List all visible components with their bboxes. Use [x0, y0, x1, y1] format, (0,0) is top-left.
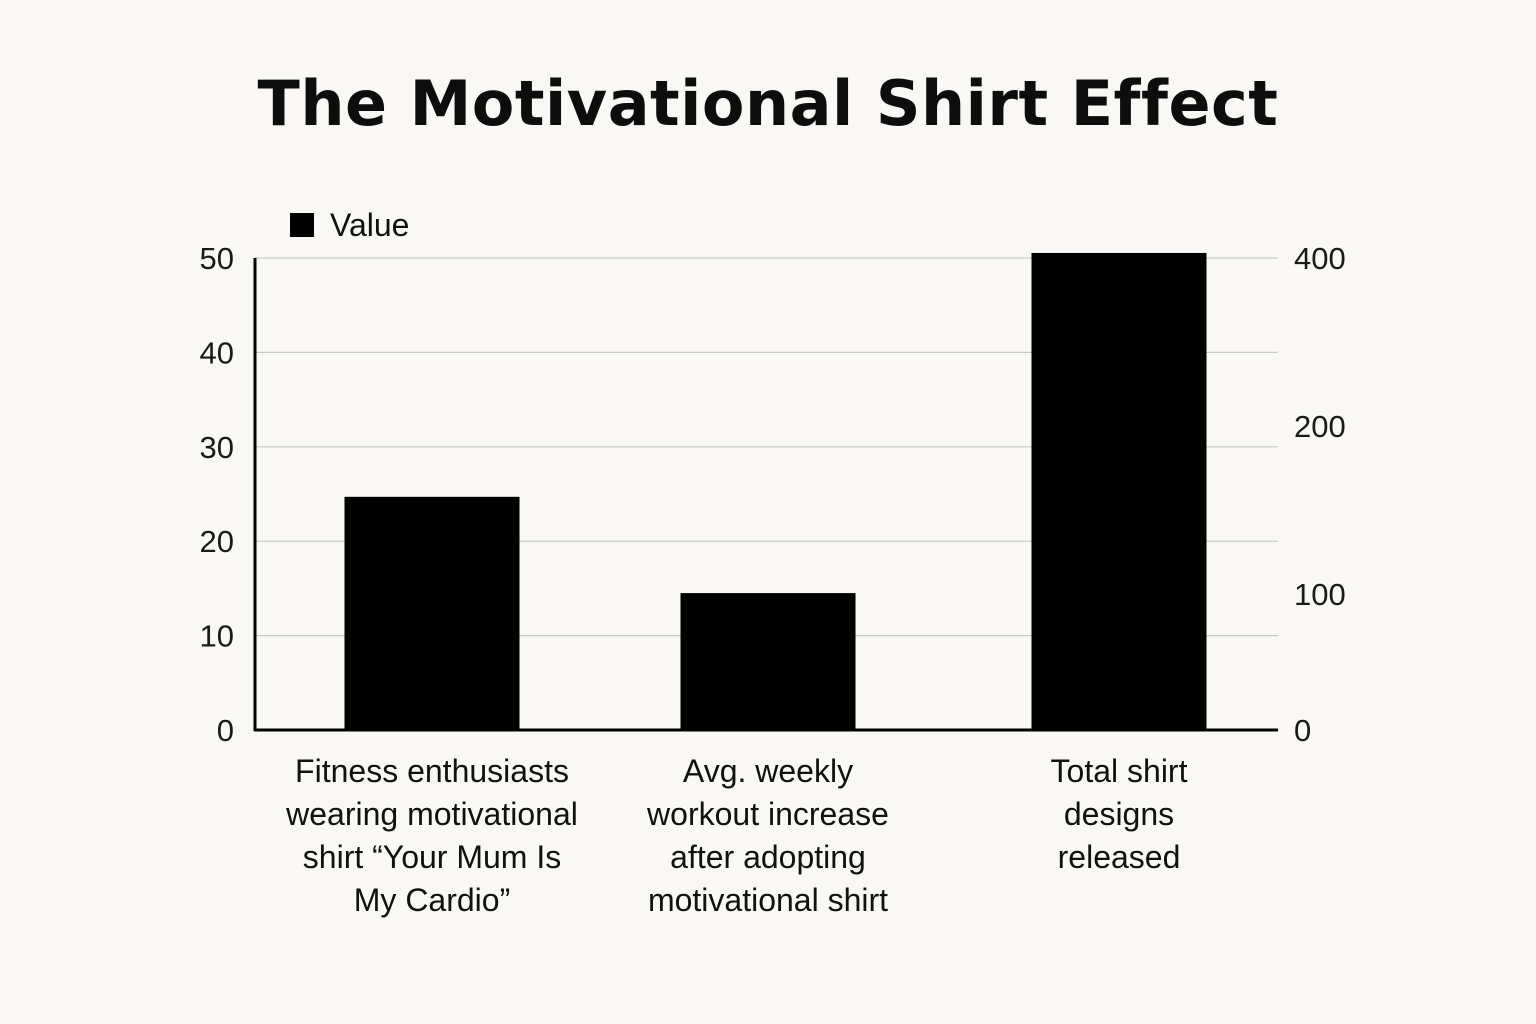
- legend: Value: [290, 206, 409, 244]
- y-left-tick-label: 50: [200, 241, 234, 276]
- y-right-tick-label: 200: [1294, 409, 1346, 444]
- right-y-axis-ticks: 0 100 200 400: [1294, 241, 1346, 748]
- y-left-tick-label: 20: [200, 524, 234, 559]
- axes: [253, 258, 1278, 732]
- y-right-tick-label: 400: [1294, 241, 1346, 276]
- bar: [680, 593, 856, 730]
- x-category-label: Total shirt designs released: [1050, 753, 1188, 875]
- y-left-tick-label: 30: [200, 430, 234, 465]
- y-left-tick-label: 10: [200, 619, 234, 654]
- chart-title: The Motivational Shirt Effect: [257, 67, 1279, 140]
- y-left-tick-label: 40: [200, 335, 234, 370]
- bars: [344, 252, 1207, 730]
- left-y-axis-ticks: 0 10 20 30 40 50: [200, 241, 234, 748]
- bar: [344, 496, 520, 730]
- y-left-tick-label: 0: [217, 713, 234, 748]
- y-right-tick-label: 100: [1294, 577, 1346, 612]
- bar: [1031, 252, 1207, 730]
- legend-label: Value: [330, 207, 410, 243]
- x-category-label: Avg. weekly workout increase after adopt…: [647, 753, 889, 918]
- x-category-label: Fitness enthusiasts wearing motivational…: [286, 753, 578, 918]
- y-right-tick-label: 0: [1294, 713, 1311, 748]
- legend-swatch: [290, 213, 314, 237]
